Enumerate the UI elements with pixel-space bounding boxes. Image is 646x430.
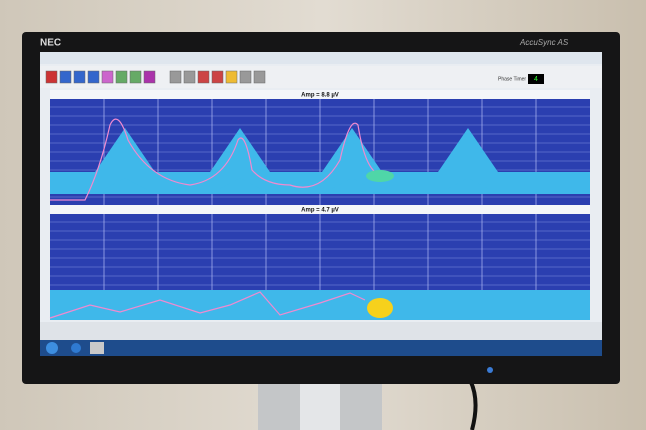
threshold-peak [438,128,498,194]
tool-button[interactable] [101,70,114,84]
phase-timer-label: Phase Timer [498,76,526,82]
tool-button[interactable] [211,70,224,84]
threshold-peak [210,128,270,194]
tool-button[interactable] [87,70,100,84]
toolbar-buttons [45,70,266,84]
taskbar-browser[interactable] [71,343,81,353]
panel-header [50,205,590,214]
tool-button[interactable] [239,70,252,84]
eeg-trace [50,118,381,201]
taskbar [40,340,602,356]
start-button[interactable] [46,342,58,354]
tool-button[interactable] [169,70,182,84]
tool-button[interactable] [197,70,210,84]
threshold-peak [95,128,155,194]
tool-button[interactable] [129,70,142,84]
stand-highlight [300,378,340,430]
tool-button[interactable] [253,70,266,84]
panels: Amp = 8.8 µV Amp = 4.7 µV [49,90,590,320]
tool-button[interactable] [45,70,58,84]
threshold-band [50,290,590,320]
taskbar-app[interactable] [90,342,104,354]
brand-label: NEC [40,38,61,49]
fish-icon [367,298,393,318]
threshold-peak [322,128,382,194]
eeg-trace [49,291,366,319]
title-bar [40,52,602,64]
phase-timer-value: 4 [534,76,538,83]
phase-timer-box [528,74,544,84]
status-bar [40,322,602,340]
fish-icon [366,170,394,182]
tool-button[interactable] [143,70,156,84]
tool-button[interactable] [59,70,72,84]
amplitude-label: Amp = 4.7 µV [301,208,339,214]
tool-button[interactable] [73,70,86,84]
tool-button[interactable] [225,70,238,84]
model-label: AccuSync AS [519,38,569,47]
tool-button[interactable] [115,70,128,84]
tool-button[interactable] [183,70,196,84]
amplitude-label: Amp = 8.8 µV [301,93,339,99]
power-led [487,367,493,373]
panel-header [50,90,590,99]
